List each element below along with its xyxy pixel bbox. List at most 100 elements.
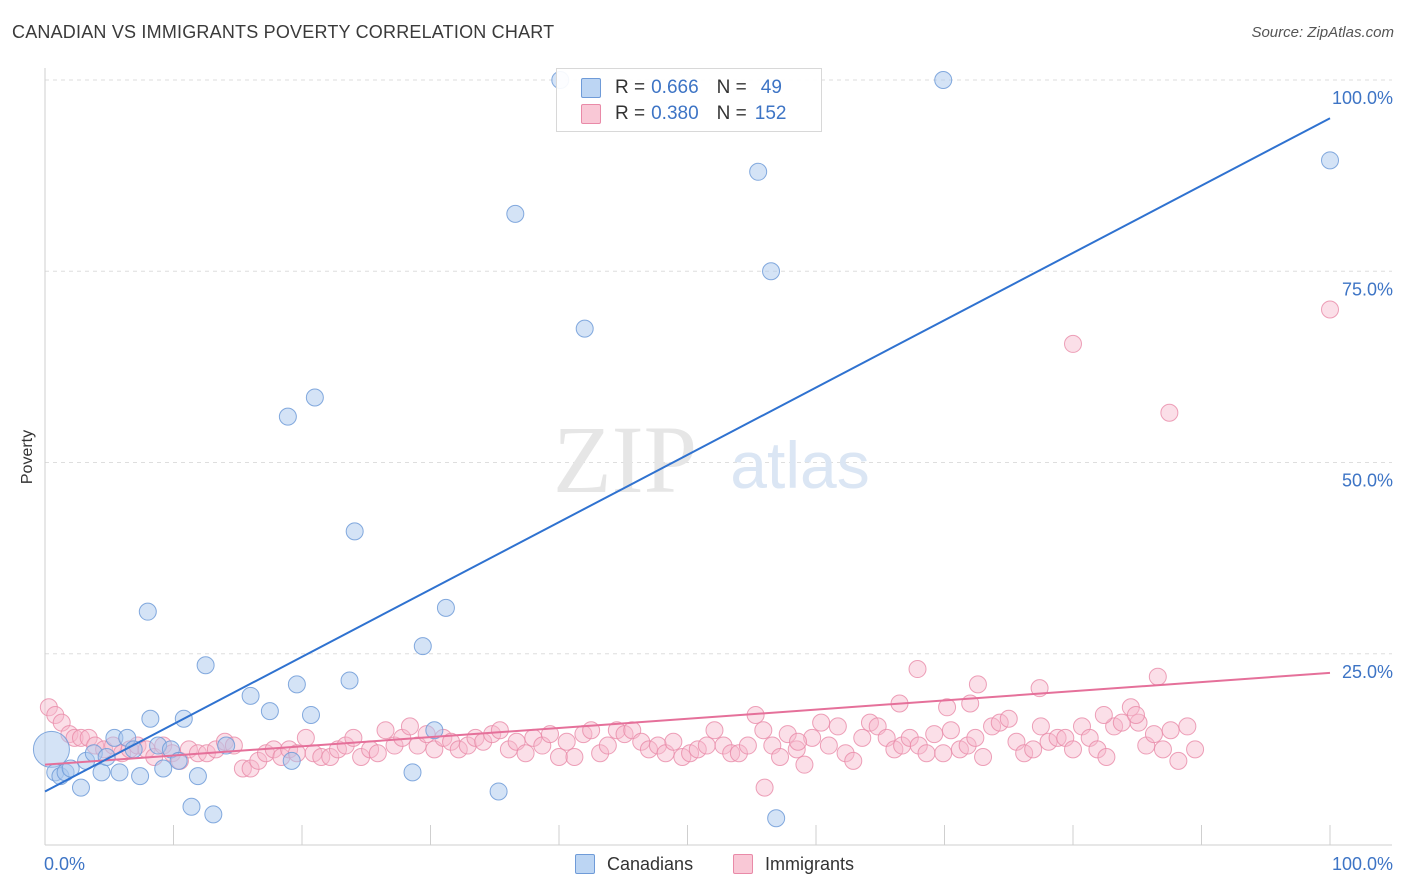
immigrants-points <box>39 300 1339 797</box>
immigrants-point <box>648 736 667 755</box>
immigrants-point <box>908 660 927 679</box>
immigrants-point <box>490 721 509 740</box>
canadians-point <box>282 751 301 770</box>
immigrants-point <box>1094 705 1113 724</box>
y-tick-label: 25.0% <box>1342 662 1393 682</box>
immigrants-point <box>1064 740 1082 759</box>
legend-n-value: 49 <box>760 77 782 98</box>
immigrants-point <box>925 725 944 744</box>
legend-swatch-canadians <box>581 78 601 98</box>
immigrants-point <box>714 736 733 755</box>
y-tick-label: 100.0% <box>1332 88 1393 108</box>
immigrants-point <box>938 698 957 717</box>
immigrants-point <box>449 740 468 759</box>
immigrants-point <box>966 728 985 747</box>
canadians-point <box>425 721 444 740</box>
watermark-zip: ZIP <box>553 406 697 513</box>
immigrants-point <box>1161 721 1180 740</box>
immigrants-point <box>376 721 395 740</box>
legend-row-immigrants: R = 0.380 N = 152 <box>581 102 786 126</box>
canadians-point <box>110 763 129 782</box>
canadians-point <box>241 686 260 705</box>
canadians-point <box>1321 151 1339 170</box>
correlation-legend: R = 0.666 N = 49 R = 0.380 N = 152 <box>556 68 822 132</box>
immigrants-point <box>368 744 387 763</box>
legend-n-label: N = <box>716 77 747 98</box>
canadians-point <box>260 702 279 721</box>
canadians-point <box>154 759 173 778</box>
legend-n-label: N = <box>716 103 747 124</box>
canadians-point <box>131 767 150 786</box>
canadians-point <box>436 598 455 617</box>
immigrants-point <box>1186 740 1205 759</box>
immigrants-point <box>632 732 651 751</box>
x-tick-label-max: 100.0% <box>1332 854 1393 874</box>
canadians-point <box>301 705 320 724</box>
immigrants-point <box>565 748 584 767</box>
immigrants-point <box>812 713 831 732</box>
immigrants-point <box>39 698 58 717</box>
canadians-point <box>489 782 508 801</box>
canadians-point <box>575 319 594 338</box>
immigrants-point <box>990 713 1009 732</box>
tick-labels: 25.0% 50.0% 75.0% 100.0% 0.0% 100.0% <box>44 88 1393 874</box>
canadians-point <box>287 675 306 694</box>
immigrants-point <box>787 740 806 759</box>
legend-row-canadians: R = 0.666 N = 49 <box>581 76 782 100</box>
gridlines <box>45 79 1392 655</box>
immigrants-point <box>352 748 371 767</box>
legend-swatch-canadians <box>575 854 595 874</box>
canadians-point <box>217 736 236 755</box>
immigrants-point <box>1031 717 1050 736</box>
canadians-point <box>32 730 70 768</box>
immigrants-point <box>1178 717 1197 736</box>
immigrants-point <box>795 755 814 774</box>
immigrants-point <box>900 728 919 747</box>
canadians-point <box>340 671 359 690</box>
legend-r-label: R = <box>615 77 646 98</box>
immigrants-point <box>853 728 872 747</box>
immigrants-point <box>458 736 477 755</box>
canadians-point <box>413 637 432 656</box>
immigrants-point <box>336 736 355 755</box>
x-tick-label-min: 0.0% <box>44 854 85 874</box>
immigrants-point <box>1148 667 1167 686</box>
immigrants-point <box>1097 748 1116 767</box>
immigrants-point <box>1039 732 1058 751</box>
legend-label-canadians: Canadians <box>607 853 694 874</box>
immigrants-point <box>697 736 716 755</box>
chart-source: Source: ZipAtlas.com <box>1251 24 1394 41</box>
canadians-point <box>767 809 786 828</box>
watermark-atlas: atlas <box>730 428 869 502</box>
legend-swatch-immigrants <box>733 854 753 874</box>
immigrants-point <box>1015 744 1034 763</box>
canadians-point <box>278 407 297 426</box>
immigrants-point <box>722 744 741 763</box>
canadians-point <box>506 204 525 223</box>
legend-r-label: R = <box>615 103 646 124</box>
immigrants-point <box>385 736 404 755</box>
canadians-points <box>32 71 1339 828</box>
immigrants-point <box>705 721 724 740</box>
legend-r-value: 0.380 <box>651 103 699 124</box>
immigrants-point <box>1169 751 1188 770</box>
immigrants-point <box>968 675 987 694</box>
immigrants-point <box>778 725 797 744</box>
immigrants-point <box>550 748 568 767</box>
y-tick-label: 75.0% <box>1342 279 1393 299</box>
immigrants-point <box>557 732 576 751</box>
y-tick-label: 50.0% <box>1342 471 1393 491</box>
immigrants-point <box>934 744 953 763</box>
legend-r-value: 0.666 <box>651 77 699 98</box>
immigrants-point <box>789 732 808 751</box>
immigrants-point <box>1088 740 1107 759</box>
canadians-point <box>196 656 215 675</box>
immigrants-trend-line <box>44 671 1331 766</box>
canadians-point <box>204 805 223 824</box>
canadians-point <box>749 162 768 181</box>
immigrants-point <box>688 740 707 759</box>
axes <box>44 68 1392 846</box>
canadians-point <box>762 262 781 281</box>
immigrants-point <box>46 705 65 724</box>
immigrants-point <box>1160 403 1179 422</box>
